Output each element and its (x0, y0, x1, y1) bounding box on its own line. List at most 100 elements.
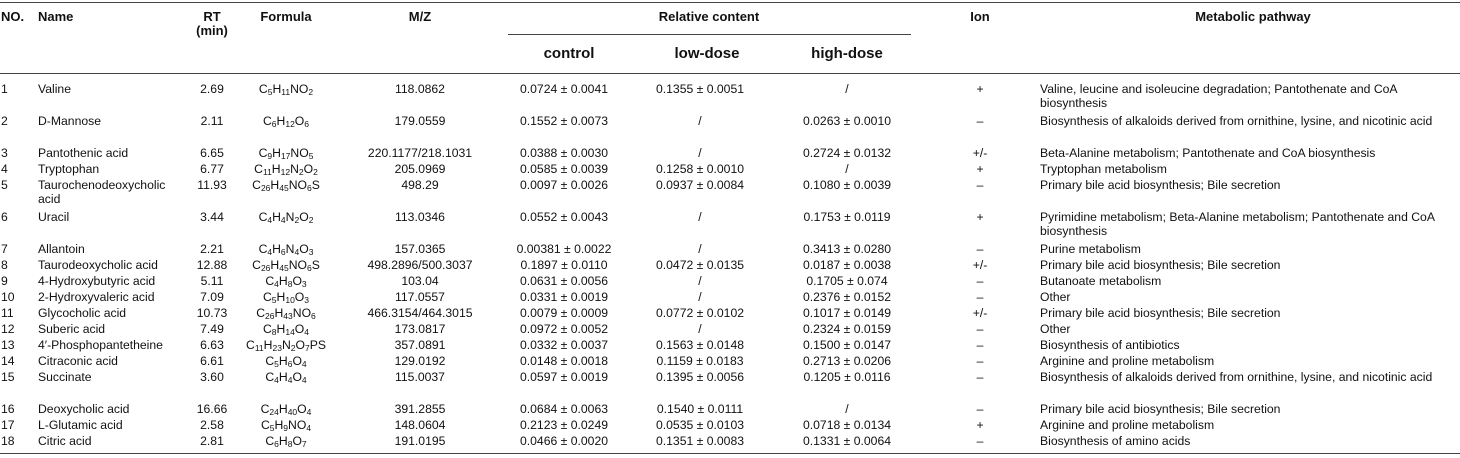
row-number: 2 (1, 114, 8, 128)
metabolite-name: Pantothenic acid (38, 146, 129, 160)
metabolic-pathway: Purine metabolism (1040, 242, 1141, 256)
metabolic-pathway: Pyrimidine metabolism; Beta-Alanine meta… (1040, 210, 1435, 238)
control-content: 0.0972 ± 0.0052 (519, 322, 609, 336)
row-number: 12 (1, 322, 15, 336)
high-dose-content: 0.2376 ± 0.0152 (802, 290, 892, 304)
low-dose-content: / (698, 146, 702, 160)
ion-mode: + (976, 210, 984, 224)
metabolite-name: Citric acid (38, 434, 92, 448)
metabolite-name: Suberic acid (38, 322, 106, 336)
header-control: control (543, 45, 595, 62)
metabolite-name: 2-Hydroxyvaleric acid (38, 290, 155, 304)
high-dose-content: / (845, 402, 849, 416)
chemical-formula: C4H8O3 (265, 274, 307, 289)
ion-mode: – (976, 242, 984, 256)
metabolite-name: Succinate (38, 370, 92, 384)
table-top-rule (0, 2, 1460, 3)
control-content: 0.0079 ± 0.0009 (519, 306, 609, 320)
chemical-formula: C26H43NO6 (256, 306, 316, 321)
high-dose-content: 0.1017 ± 0.0149 (802, 306, 892, 320)
high-dose-content: 0.2324 ± 0.0159 (802, 322, 892, 336)
low-dose-content: 0.1351 ± 0.0083 (655, 434, 745, 448)
high-dose-content: 0.3413 ± 0.0280 (802, 242, 892, 256)
mass-to-charge: 191.0195 (394, 434, 446, 448)
low-dose-content: 0.0535 ± 0.0103 (655, 418, 745, 432)
retention-time: 7.49 (200, 322, 224, 336)
metabolic-pathway: Tryptophan metabolism (1040, 162, 1167, 176)
chemical-formula: C26H45NO6S (252, 178, 320, 193)
metabolic-pathway: Arginine and proline metabolism (1040, 354, 1215, 368)
low-dose-content: / (698, 274, 702, 288)
low-dose-content: / (698, 242, 702, 256)
control-content: 0.0097 ± 0.0026 (519, 178, 609, 192)
retention-time: 12.88 (196, 258, 228, 272)
control-content: 0.1552 ± 0.0073 (519, 114, 609, 128)
ion-mode: +/- (972, 258, 988, 272)
metabolite-name: Taurochenodeoxycholic acid (38, 178, 166, 206)
metabolic-pathway: Beta-Alanine metabolism; Pantothenate an… (1040, 146, 1376, 160)
high-dose-content: 0.1331 ± 0.0064 (802, 434, 892, 448)
header-formula: Formula (260, 9, 312, 24)
high-dose-content: 0.2724 ± 0.0132 (802, 146, 892, 160)
ion-mode: – (976, 354, 984, 368)
metabolic-pathway: Primary bile acid biosynthesis; Bile sec… (1040, 258, 1281, 272)
mass-to-charge: 115.0037 (395, 370, 445, 384)
control-content: 0.0585 ± 0.0039 (519, 162, 609, 176)
high-dose-content: 0.0263 ± 0.0010 (802, 114, 892, 128)
high-dose-content: 0.1753 ± 0.0119 (803, 210, 891, 224)
metabolite-name: Allantoin (38, 242, 85, 256)
retention-time: 6.61 (200, 354, 224, 368)
control-content: 0.0148 ± 0.0018 (519, 354, 609, 368)
high-dose-content: 0.1705 ± 0.074 (806, 274, 888, 288)
retention-time: 2.81 (200, 434, 224, 448)
low-dose-content: 0.1395 ± 0.0056 (655, 370, 745, 384)
low-dose-content: 0.0937 ± 0.0084 (655, 178, 745, 192)
row-number: 8 (1, 258, 8, 272)
metabolic-pathway: Biosynthesis of amino acids (1040, 434, 1191, 448)
control-content: 0.0684 ± 0.0063 (519, 402, 609, 416)
table-bottom-rule (0, 453, 1460, 454)
header-rt-unit: (min) (196, 23, 228, 38)
high-dose-content: 0.1500 ± 0.0147 (802, 338, 892, 352)
chemical-formula: C6H12O6 (262, 114, 310, 129)
mass-to-charge: 391.2855 (394, 402, 446, 416)
metabolite-name: 4-Hydroxybutyric acid (38, 274, 156, 288)
low-dose-content: 0.1540 ± 0.0111 (656, 402, 744, 416)
row-number: 17 (1, 418, 15, 432)
control-content: 0.1897 ± 0.0110 (520, 258, 608, 272)
metabolite-name: L-Glutamic acid (38, 418, 123, 432)
mass-to-charge: 220.1177/218.1031 (367, 146, 473, 160)
retention-time: 11.93 (197, 178, 227, 192)
low-dose-content: / (698, 322, 702, 336)
ion-mode: – (976, 402, 984, 416)
retention-time: 2.69 (200, 82, 224, 96)
metabolic-pathway: Primary bile acid biosynthesis; Bile sec… (1040, 306, 1281, 320)
mass-to-charge: 113.0346 (395, 210, 445, 224)
control-content: 0.0724 ± 0.0041 (519, 82, 609, 96)
chemical-formula: C6H8O7 (265, 434, 307, 449)
row-number: 7 (1, 242, 8, 256)
chemical-formula: C11H12N2O2 (254, 162, 318, 177)
low-dose-content: 0.1563 ± 0.0148 (655, 338, 745, 352)
retention-time: 6.77 (200, 162, 224, 176)
metabolite-name: D-Mannose (38, 114, 101, 128)
chemical-formula: C5H11NO2 (258, 82, 314, 97)
mass-to-charge: 157.0365 (394, 242, 446, 256)
control-content: 0.0466 ± 0.0020 (519, 434, 609, 448)
metabolite-name: Taurodeoxycholic acid (38, 258, 158, 272)
control-content: 0.2123 ± 0.0249 (519, 418, 609, 432)
header-bottom-rule (0, 73, 1460, 74)
row-number: 18 (1, 434, 15, 448)
retention-time: 2.21 (200, 242, 224, 256)
retention-time: 7.09 (200, 290, 224, 304)
header-high-dose: high-dose (811, 45, 883, 62)
retention-time: 10.73 (196, 306, 228, 320)
row-number: 6 (1, 210, 8, 224)
row-number: 16 (1, 402, 15, 416)
retention-time: 3.60 (200, 370, 224, 384)
metabolic-pathway: Biosynthesis of alkaloids derived from o… (1040, 114, 1433, 128)
row-number: 9 (1, 274, 8, 288)
mass-to-charge: 498.29 (401, 178, 439, 192)
metabolite-name: Uracil (38, 210, 70, 224)
high-dose-content: 0.1205 ± 0.0116 (803, 370, 891, 384)
